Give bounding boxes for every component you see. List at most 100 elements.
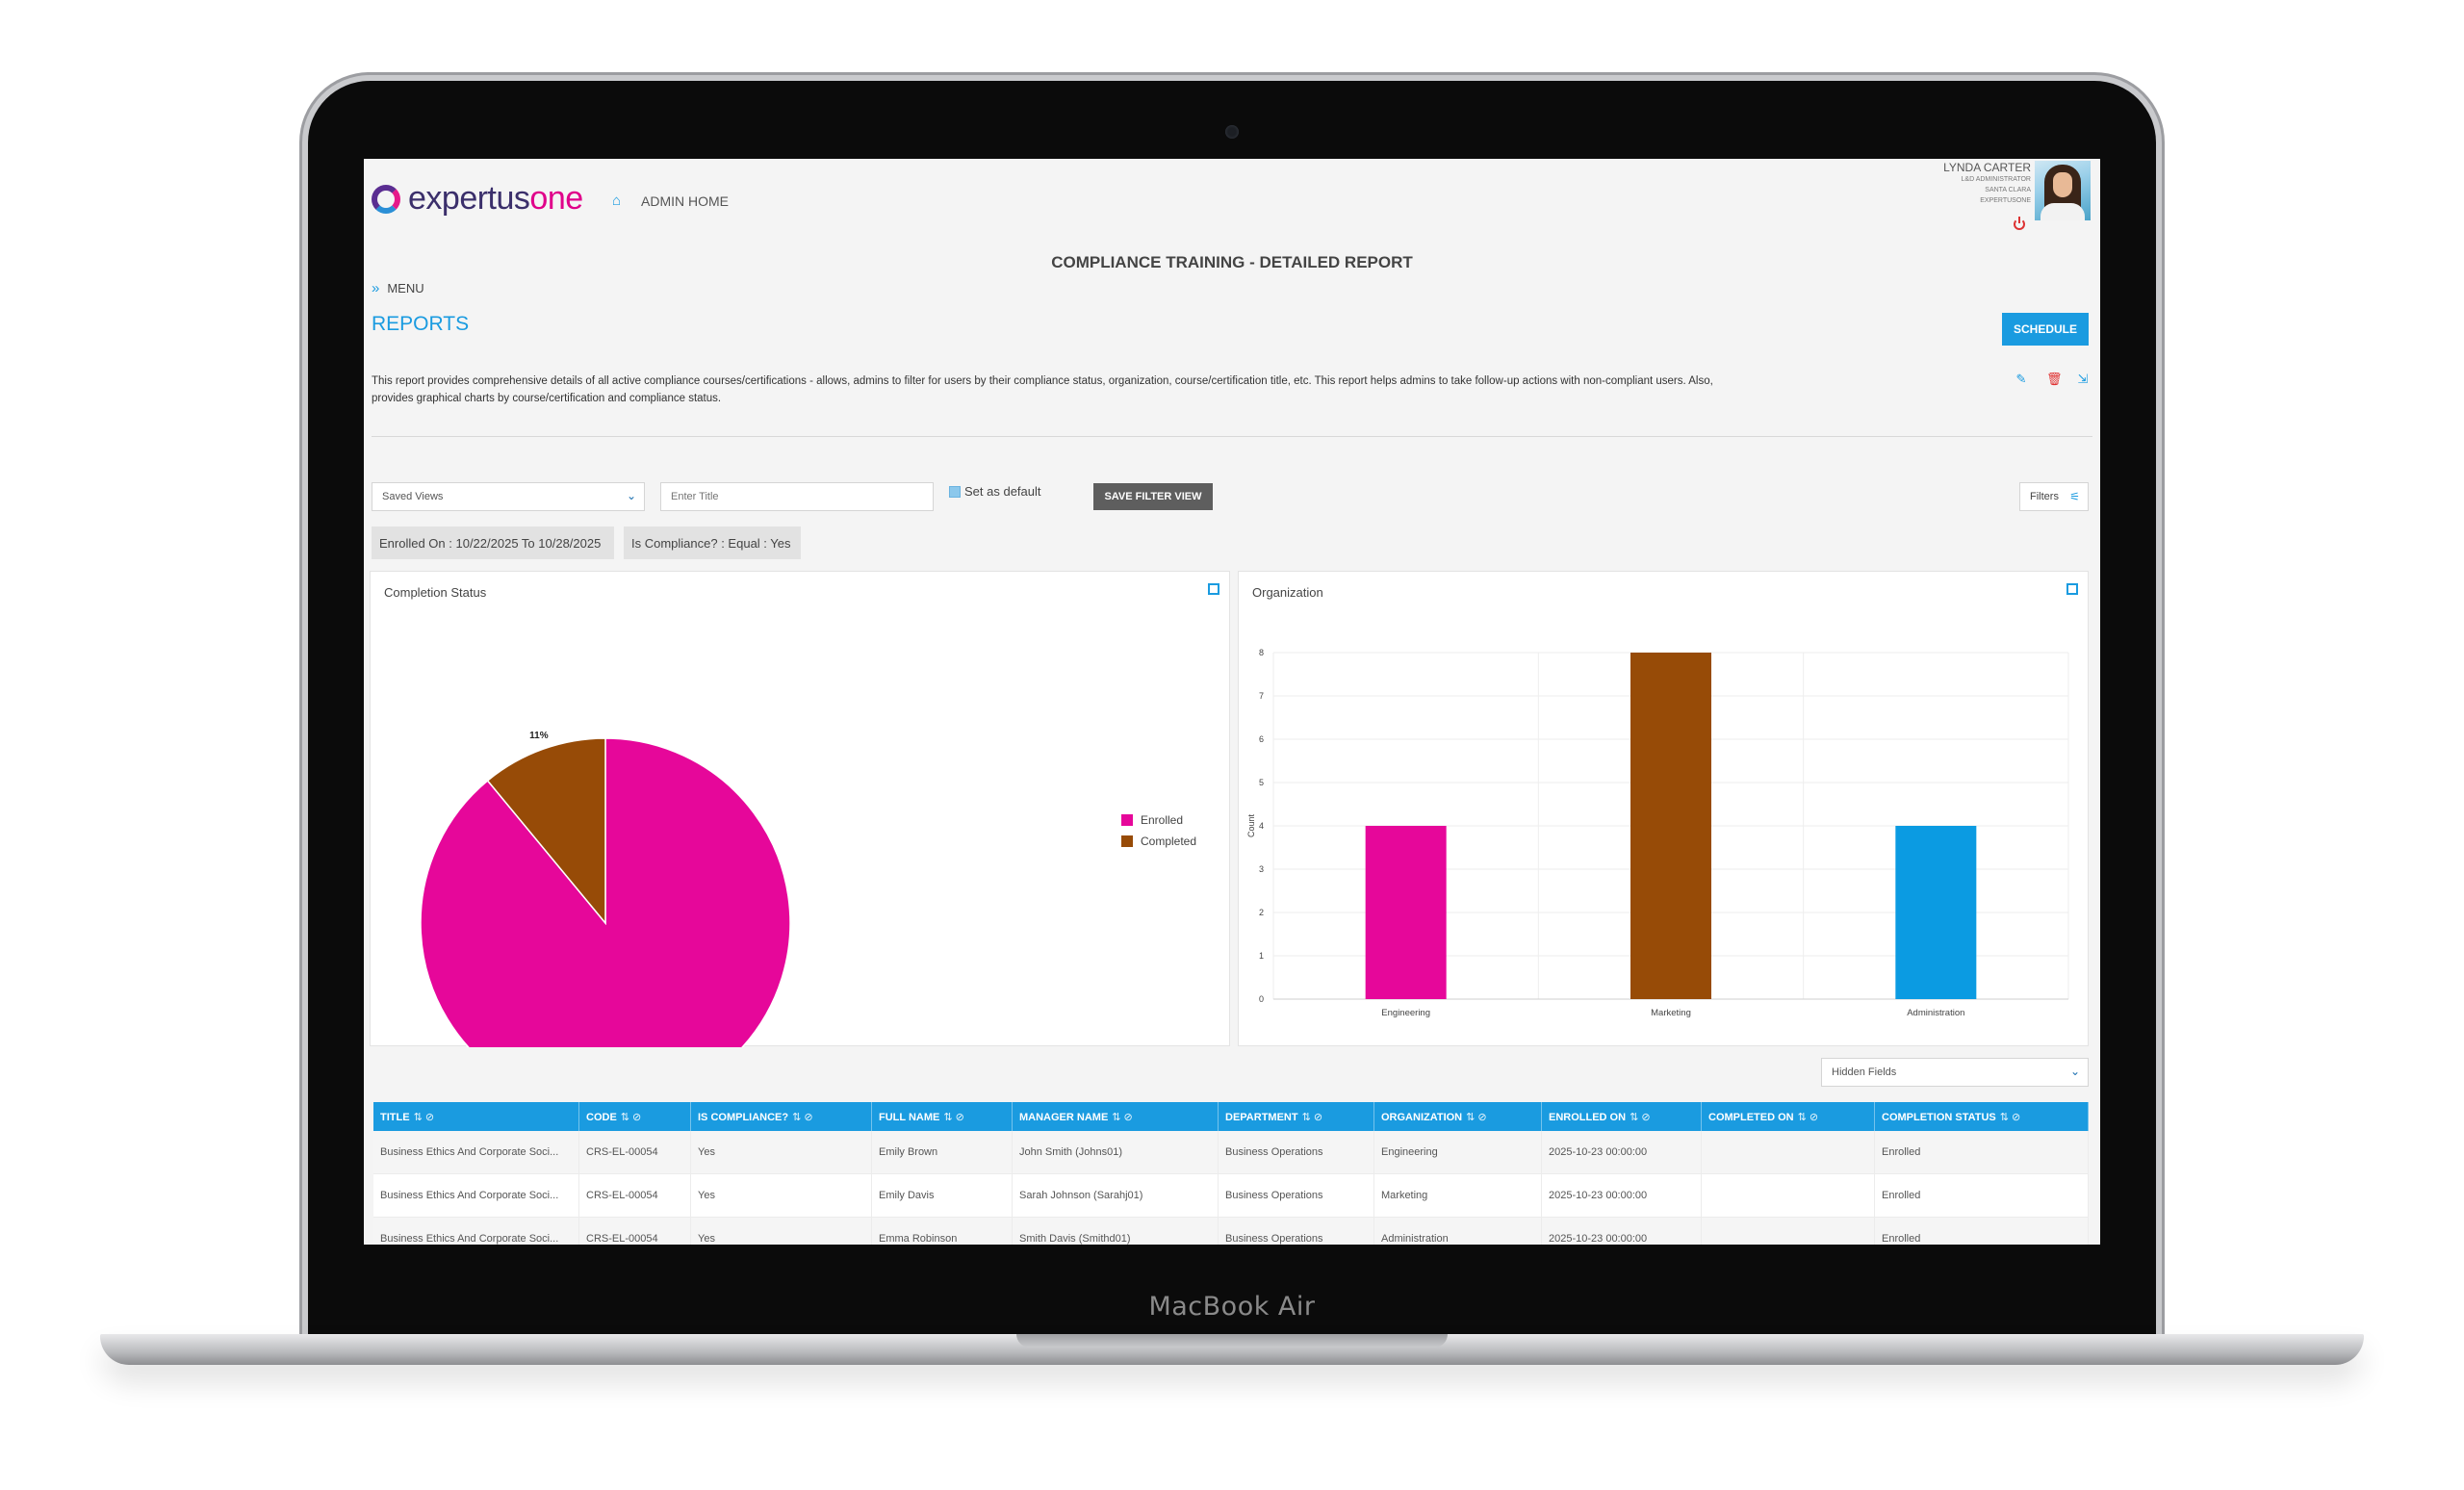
sort-hide-icon[interactable]: ⇅ ⊘	[1999, 1112, 2021, 1123]
column-header-label: ORGANIZATION	[1381, 1112, 1463, 1123]
y-tick-label: 3	[1259, 864, 1264, 874]
column-header-label: COMPLETED ON	[1708, 1112, 1794, 1123]
expand-icon[interactable]	[2066, 583, 2078, 595]
table-cell: Engineering	[1374, 1131, 1542, 1173]
sort-hide-icon[interactable]: ⇅ ⊘	[1301, 1112, 1323, 1123]
chevron-down-icon: ⌄	[2069, 1065, 2080, 1078]
y-tick-label: 4	[1259, 821, 1264, 831]
logout-power-icon[interactable]	[2014, 217, 2025, 230]
admin-home-link[interactable]: ⌂ ADMIN HOME	[612, 193, 729, 210]
organization-panel: Organization 0 1 2 3 4 5 6 7 8 Engineering Marketi…	[1238, 571, 2089, 1046]
sliders-icon: ⚟	[2069, 490, 2080, 503]
column-header-label: ENROLLED ON	[1549, 1112, 1627, 1123]
set-default-checkbox[interactable]: Set as default	[949, 484, 1041, 499]
hidden-fields-label: Hidden Fields	[1832, 1066, 1897, 1078]
sort-hide-icon[interactable]: ⇅ ⊘	[1630, 1112, 1651, 1123]
column-header[interactable]: ORGANIZATION ⇅ ⊘	[1374, 1102, 1542, 1131]
sort-hide-icon[interactable]: ⇅ ⊘	[1112, 1112, 1133, 1123]
y-tick-label: 1	[1259, 951, 1264, 961]
table-cell: Enrolled	[1875, 1131, 2089, 1173]
table-row[interactable]: Business Ethics And Corporate Soci... CRS…	[373, 1174, 2089, 1218]
table-header: TITLE ⇅ ⊘ CODE ⇅ ⊘ IS COMPLIANCE? ⇅ ⊘ FULL NAM…	[373, 1102, 2089, 1131]
pie-data-label: 11%	[529, 731, 549, 741]
sort-hide-icon[interactable]: ⇅ ⊘	[792, 1112, 813, 1123]
report-table: TITLE ⇅ ⊘ CODE ⇅ ⊘ IS COMPLIANCE? ⇅ ⊘ FULL NAM…	[373, 1102, 2089, 1245]
expand-icon[interactable]	[1208, 583, 1219, 595]
double-chevron-right-icon: »	[372, 280, 380, 296]
column-header[interactable]: TITLE ⇅ ⊘	[373, 1102, 579, 1131]
table-cell: Administration	[1374, 1218, 1542, 1245]
avatar[interactable]	[2035, 161, 2091, 220]
column-header[interactable]: CODE ⇅ ⊘	[579, 1102, 691, 1131]
column-header[interactable]: ENROLLED ON ⇅ ⊘	[1542, 1102, 1702, 1131]
saved-views-label: Saved Views	[382, 491, 444, 502]
bar-administration	[1895, 826, 1977, 999]
y-tick-label: 6	[1259, 734, 1264, 744]
table-cell: Emily Brown	[872, 1131, 1013, 1173]
table-cell: Emily Davis	[872, 1174, 1013, 1217]
divider	[372, 436, 2092, 437]
table-cell: CRS-EL-00054	[579, 1131, 691, 1173]
save-filter-view-button[interactable]: SAVE FILTER VIEW	[1093, 483, 1213, 510]
column-header-label: COMPLETION STATUS	[1882, 1112, 1996, 1123]
sort-hide-icon[interactable]: ⇅ ⊘	[943, 1112, 964, 1123]
x-tick-label: Administration	[1907, 1008, 1964, 1018]
bar-marketing	[1630, 653, 1711, 999]
logo-ring-icon	[372, 184, 400, 214]
x-tick-label: Engineering	[1381, 1008, 1430, 1018]
hidden-fields-dropdown[interactable]: Hidden Fields ⌄	[1821, 1058, 2089, 1087]
top-bar: expertusone ⌂ ADMIN HOME LYNDA CARTER L&…	[364, 159, 2100, 255]
chevron-down-icon: ⌄	[626, 489, 636, 502]
column-header[interactable]: DEPARTMENT ⇅ ⊘	[1219, 1102, 1374, 1131]
column-header[interactable]: IS COMPLIANCE? ⇅ ⊘	[691, 1102, 872, 1131]
schedule-button[interactable]: SCHEDULE	[2002, 313, 2089, 346]
column-header[interactable]: COMPLETED ON ⇅ ⊘	[1702, 1102, 1875, 1131]
column-header[interactable]: COMPLETION STATUS ⇅ ⊘	[1875, 1102, 2089, 1131]
table-row[interactable]: Business Ethics And Corporate Soci... CRS…	[373, 1218, 2089, 1245]
brand-accent: one	[529, 180, 583, 217]
sort-hide-icon[interactable]: ⇅ ⊘	[1466, 1112, 1487, 1123]
table-row[interactable]: Business Ethics And Corporate Soci... CRS…	[373, 1131, 2089, 1174]
table-cell: CRS-EL-00054	[579, 1218, 691, 1245]
column-header[interactable]: MANAGER NAME ⇅ ⊘	[1013, 1102, 1219, 1131]
device-label: MacBook Air	[1148, 1292, 1316, 1322]
sort-hide-icon[interactable]: ⇅ ⊘	[1797, 1112, 1819, 1123]
table-cell	[1702, 1218, 1875, 1245]
table-cell: John Smith (Johns01)	[1013, 1131, 1219, 1173]
pie-slice-completed	[486, 737, 606, 926]
y-tick-label: 0	[1259, 994, 1264, 1004]
menu-toggle[interactable]: » MENU	[372, 280, 424, 296]
table-cell: Business Ethics And Corporate Soci...	[373, 1131, 579, 1173]
sort-hide-icon[interactable]: ⇅ ⊘	[413, 1112, 435, 1123]
sort-hide-icon[interactable]: ⇅ ⊘	[620, 1112, 642, 1123]
pie-chart-title: Completion Status	[384, 585, 487, 600]
table-cell: 2025-10-23 00:00:00	[1542, 1218, 1702, 1245]
table-cell: Sarah Johnson (Sarahj01)	[1013, 1174, 1219, 1217]
user-info[interactable]: LYNDA CARTER L&D ADMINISTRATOR SANTA CLA…	[1943, 161, 2031, 206]
filter-chip-is-compliance[interactable]: Is Compliance? : Equal : Yes	[624, 527, 801, 559]
y-tick-label: 8	[1259, 648, 1264, 657]
table-cell	[1702, 1174, 1875, 1217]
table-cell: Enrolled	[1875, 1174, 2089, 1217]
table-cell	[1702, 1131, 1875, 1173]
table-cell: Business Operations	[1219, 1131, 1374, 1173]
column-header-label: IS COMPLIANCE?	[698, 1112, 789, 1123]
delete-icon[interactable]: 🗑	[2046, 372, 2063, 386]
pie-group: 89%11%	[420, 731, 791, 1047]
column-header[interactable]: FULL NAME ⇅ ⊘	[872, 1102, 1013, 1131]
filter-title-input[interactable]	[660, 482, 934, 511]
app-screen: expertusone ⌂ ADMIN HOME LYNDA CARTER L&…	[364, 159, 2100, 1245]
filters-label: Filters	[2030, 491, 2059, 502]
user-location: SANTA CLARA	[1985, 187, 2031, 193]
table-cell: Marketing	[1374, 1174, 1542, 1217]
table-cell: Smith Davis (Smithd01)	[1013, 1218, 1219, 1245]
export-icon[interactable]: ⇲	[2077, 372, 2089, 386]
brand-logo[interactable]: expertusone	[372, 180, 583, 218]
table-body: Business Ethics And Corporate Soci... CRS…	[373, 1131, 2089, 1245]
saved-views-dropdown[interactable]: Saved Views ⌄	[372, 482, 645, 511]
edit-icon[interactable]: ✎	[2015, 372, 2027, 386]
filters-button[interactable]: Filters ⚟	[2019, 482, 2089, 511]
user-role: L&D ADMINISTRATOR	[1961, 176, 2031, 183]
menu-label: MENU	[387, 281, 424, 295]
filter-chip-enrolled-on[interactable]: Enrolled On : 10/22/2025 To 10/28/2025	[372, 527, 614, 559]
